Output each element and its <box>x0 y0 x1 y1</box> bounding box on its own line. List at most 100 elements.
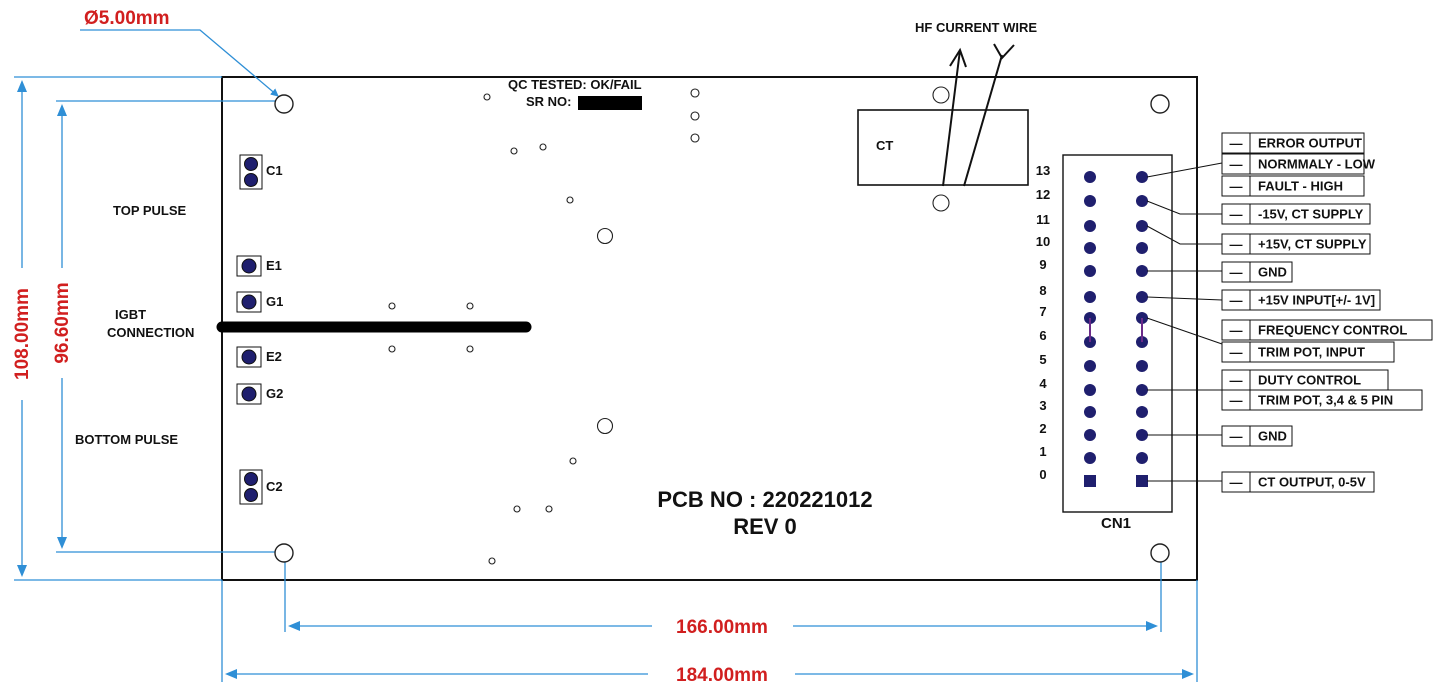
via <box>466 345 474 353</box>
signal-box-frame <box>1221 233 1371 255</box>
via <box>539 143 547 151</box>
signal-box-dash: — <box>1230 237 1243 252</box>
bottom-pulse-label: BOTTOM PULSE <box>75 432 178 447</box>
height-outer-dimension: 108.00mm <box>12 288 33 380</box>
cn1-connector-outline <box>1062 154 1173 513</box>
signal-box: — ERROR OUTPUT <box>1221 132 1365 154</box>
via <box>690 88 700 98</box>
signal-box: — TRIM POT, 3,4 & 5 PIN <box>1221 389 1423 411</box>
signal-box-dash: — <box>1230 475 1243 490</box>
ct-hole <box>932 194 950 212</box>
terminal-c2: C2 <box>266 479 283 494</box>
signal-box-label: FAULT - HIGH <box>1258 179 1343 194</box>
signal-box-label: CT OUTPUT, 0-5V <box>1258 475 1366 490</box>
mounting-hole <box>1150 94 1170 114</box>
via <box>388 302 396 310</box>
qc-tested-label: QC TESTED: OK/FAIL <box>508 77 642 92</box>
signal-box-frame <box>1221 425 1293 447</box>
signal-box-frame <box>1221 175 1365 197</box>
pin-right-11 <box>1136 220 1148 232</box>
signal-box-label: +15V, CT SUPPLY <box>1258 237 1367 252</box>
pin-number-5: 5 <box>1039 352 1046 367</box>
signal-box-frame <box>1221 389 1423 411</box>
signal-box-frame <box>1221 132 1365 154</box>
pin-left-9 <box>1084 265 1096 277</box>
signal-box-frame <box>1221 203 1371 225</box>
via <box>690 133 700 143</box>
pin-right-1 <box>1136 452 1148 464</box>
pin-left-2 <box>1084 429 1096 441</box>
hf-current-wire-label: HF CURRENT WIRE <box>915 20 1037 35</box>
via-large <box>596 227 614 245</box>
pin-right-10 <box>1136 242 1148 254</box>
ct-label: CT <box>876 138 893 153</box>
sr-no-field <box>578 96 642 110</box>
signal-box-frame <box>1221 341 1395 363</box>
pin-left-12 <box>1084 195 1096 207</box>
pin-number-3: 3 <box>1039 398 1046 413</box>
pcb-revision: REV 0 <box>733 514 797 539</box>
pin-left-3 <box>1084 406 1096 418</box>
signal-box-label: FREQUENCY CONTROL <box>1258 323 1407 338</box>
pin-right-12 <box>1136 195 1148 207</box>
vias <box>388 86 950 565</box>
signal-box-label: TRIM POT, INPUT <box>1258 345 1365 360</box>
dimension-lines <box>14 29 1198 682</box>
height-inner-dimension: 96.60mm <box>52 282 73 363</box>
ct-box <box>857 109 1029 186</box>
signal-boxes: — ERROR OUTPUT — NORMMALY - LOW — FAULT - HIG… <box>1221 132 1433 493</box>
igbt-label: IGBT <box>115 307 146 322</box>
signal-box: — GND <box>1221 425 1293 447</box>
terminal-c1: C1 <box>266 163 283 178</box>
signal-box-dash: — <box>1230 345 1243 360</box>
terminal-g1: G1 <box>266 294 283 309</box>
signal-box-frame <box>1221 319 1433 341</box>
width-inner-dimension: 166.00mm <box>676 617 768 638</box>
signal-box: — -15V, CT SUPPLY <box>1221 203 1371 225</box>
signal-box: — TRIM POT, INPUT <box>1221 341 1395 363</box>
signal-box-dash: — <box>1230 323 1243 338</box>
signal-box-dash: — <box>1230 136 1243 151</box>
signal-box: — NORMMALY - LOW <box>1221 153 1376 175</box>
pin-number-12: 12 <box>1036 187 1050 202</box>
via <box>483 93 491 101</box>
terminal-pads <box>236 154 263 505</box>
signal-box: — FREQUENCY CONTROL <box>1221 319 1433 341</box>
pin-right-2 <box>1136 429 1148 441</box>
pin-number-0: 0 <box>1039 467 1046 482</box>
signal-box-dash: — <box>1230 157 1243 172</box>
signal-box: — DUTY CONTROL <box>1221 369 1389 391</box>
via <box>466 302 474 310</box>
signal-box: — CT OUTPUT, 0-5V <box>1221 471 1375 493</box>
signal-box-label: DUTY CONTROL <box>1258 373 1361 388</box>
via <box>545 505 553 513</box>
signal-box-dash: — <box>1230 293 1243 308</box>
signal-box-dash: — <box>1230 265 1243 280</box>
mounting-holes <box>274 94 1170 563</box>
signal-box-dash: — <box>1230 373 1243 388</box>
signal-box: — FAULT - HIGH <box>1221 175 1365 197</box>
signal-box-label: GND <box>1258 265 1287 280</box>
via <box>513 505 521 513</box>
signal-box-frame <box>1221 471 1375 493</box>
pin-right-4 <box>1136 384 1148 396</box>
terminal-e2: E2 <box>266 349 282 364</box>
hf-current-wire <box>942 43 1015 187</box>
terminal-g2: G2 <box>266 386 283 401</box>
pin-left-10 <box>1084 242 1096 254</box>
signal-box-label: TRIM POT, 3,4 & 5 PIN <box>1258 393 1393 408</box>
igbt-connection-label: CONNECTION <box>107 325 194 340</box>
signal-leaders <box>1146 162 1223 482</box>
pin-number-2: 2 <box>1039 421 1046 436</box>
ct-hole <box>932 86 950 104</box>
pin-number-10: 10 <box>1036 234 1050 249</box>
mounting-hole <box>274 543 294 563</box>
signal-box-frame <box>1221 153 1365 175</box>
signal-box-dash: — <box>1230 207 1243 222</box>
pin-number-13: 13 <box>1036 163 1050 178</box>
pin-left-11 <box>1084 220 1096 232</box>
via <box>569 457 577 465</box>
cn1-pins <box>1084 171 1148 487</box>
pin-number-11: 11 <box>1036 212 1050 227</box>
